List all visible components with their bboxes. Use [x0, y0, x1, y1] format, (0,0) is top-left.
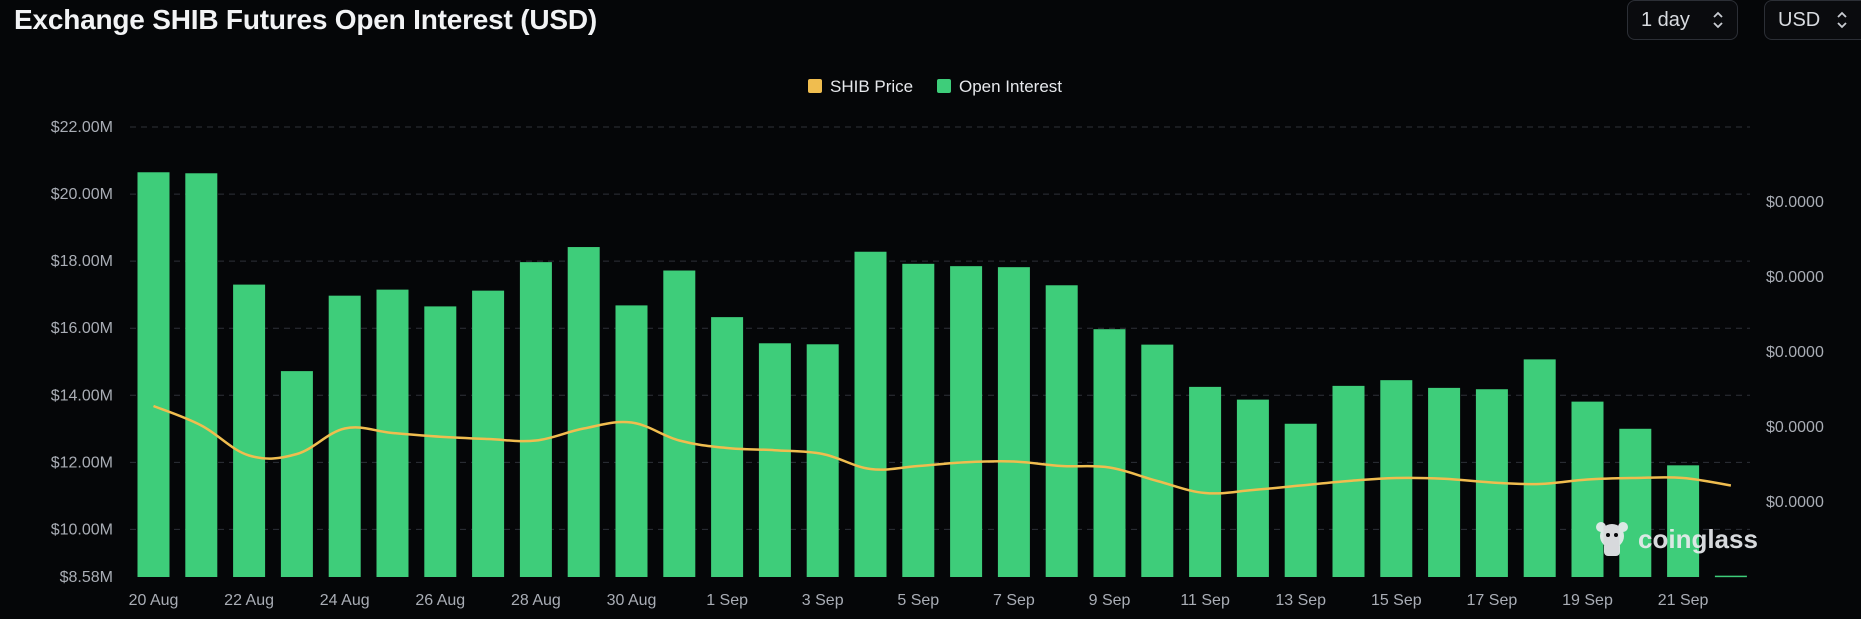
y-right-tick-label: $0.0000: [1766, 344, 1824, 361]
legend-item-shib-price[interactable]: SHIB Price: [808, 77, 913, 96]
open-interest-bar[interactable]: [1141, 344, 1174, 577]
updown-chevron-icon: [1713, 11, 1723, 29]
open-interest-bar[interactable]: [1045, 285, 1078, 577]
x-tick-label: 5 Sep: [897, 592, 939, 609]
open-interest-bar[interactable]: [1571, 401, 1604, 577]
open-interest-bar[interactable]: [854, 251, 887, 577]
interval-select[interactable]: 1 day: [1627, 0, 1738, 40]
y-left-tick-label: $22.00M: [51, 119, 113, 136]
open-interest-bar[interactable]: [1189, 386, 1222, 577]
x-tick-label: 11 Sep: [1180, 592, 1230, 609]
x-tick-label: 22 Aug: [224, 592, 274, 609]
open-interest-bar[interactable]: [950, 266, 983, 577]
open-interest-bar[interactable]: [1523, 359, 1556, 577]
open-interest-bar[interactable]: [997, 267, 1030, 577]
x-tick-label: 1 Sep: [706, 592, 748, 609]
coinglass-watermark: coinglass: [1596, 522, 1758, 556]
open-interest-bar[interactable]: [1619, 428, 1652, 577]
interval-select-value: 1 day: [1641, 8, 1690, 31]
x-tick-label: 9 Sep: [1089, 592, 1131, 609]
open-interest-bar[interactable]: [185, 173, 218, 577]
x-tick-label: 15 Sep: [1371, 592, 1422, 609]
chart-legend: SHIB Price Open Interest: [808, 77, 1062, 96]
open-interest-bar[interactable]: [424, 306, 457, 577]
x-tick-label: 3 Sep: [802, 592, 844, 609]
x-tick-label: 13 Sep: [1275, 592, 1326, 609]
x-tick-label: 20 Aug: [129, 592, 179, 609]
watermark-text: coinglass: [1638, 524, 1758, 554]
y-right-tick-label: $0.0000: [1766, 494, 1824, 511]
open-interest-bar[interactable]: [615, 305, 648, 577]
x-tick-label: 7 Sep: [993, 592, 1035, 609]
x-tick-label: 28 Aug: [511, 592, 561, 609]
open-interest-bar[interactable]: [1667, 465, 1700, 577]
page-title: Exchange SHIB Futures Open Interest (USD…: [14, 4, 598, 35]
coinglass-logo-icon: [1596, 522, 1628, 556]
currency-select[interactable]: USD: [1764, 0, 1861, 40]
open-interest-bar[interactable]: [280, 371, 313, 577]
y-left-tick-label: $20.00M: [51, 186, 113, 203]
y-axis-left: $8.58M $10.00M $12.00M $14.00M $16.00M $18.00…: [51, 119, 113, 586]
open-interest-bar[interactable]: [137, 172, 170, 577]
legend-swatch-shib-price: [808, 79, 822, 93]
open-interest-bar[interactable]: [806, 344, 839, 577]
shib-price-line[interactable]: [153, 404, 1732, 495]
y-right-tick-label: $0.0000: [1766, 269, 1824, 286]
open-interest-bar[interactable]: [519, 262, 552, 577]
y-right-tick-label: $0.0000: [1766, 194, 1824, 211]
legend-label-open-interest: Open Interest: [959, 77, 1062, 96]
shib-price-series: [153, 404, 1732, 495]
x-tick-label: 24 Aug: [320, 592, 370, 609]
open-interest-bar[interactable]: [472, 290, 505, 577]
open-interest-bars: [137, 172, 1747, 578]
x-tick-label: 17 Sep: [1467, 592, 1518, 609]
open-interest-bar[interactable]: [567, 247, 600, 577]
open-interest-bar[interactable]: [663, 270, 696, 577]
open-interest-bar[interactable]: [758, 343, 791, 577]
legend-swatch-open-interest: [937, 79, 951, 93]
open-interest-bar[interactable]: [1714, 575, 1747, 578]
y-axis-right: $0.0000 $0.0000 $0.0000 $0.0000 $0.0000: [1766, 194, 1824, 511]
y-left-tick-label: $16.00M: [51, 320, 113, 337]
x-tick-label: 30 Aug: [607, 592, 657, 609]
currency-select-value: USD: [1778, 8, 1821, 31]
y-left-tick-label: $14.00M: [51, 387, 113, 404]
open-interest-bar[interactable]: [902, 263, 935, 577]
open-interest-bar[interactable]: [328, 295, 361, 577]
open-interest-bar[interactable]: [1284, 423, 1317, 577]
updown-chevron-icon: [1837, 11, 1847, 29]
open-interest-bar[interactable]: [1093, 329, 1126, 577]
open-interest-bar[interactable]: [1428, 387, 1461, 577]
y-right-tick-label: $0.0000: [1766, 419, 1824, 436]
x-tick-label: 19 Sep: [1562, 592, 1613, 609]
open-interest-bar[interactable]: [233, 284, 266, 577]
y-left-tick-label: $8.58M: [60, 569, 113, 586]
y-left-tick-label: $10.00M: [51, 521, 113, 538]
y-left-tick-label: $12.00M: [51, 454, 113, 471]
legend-item-open-interest[interactable]: Open Interest: [937, 77, 1062, 96]
x-axis: 20 Aug 22 Aug 24 Aug 26 Aug 28 Aug 30 Aug 1 Se…: [129, 592, 1709, 609]
legend-label-shib-price: SHIB Price: [830, 77, 913, 96]
y-left-tick-label: $18.00M: [51, 253, 113, 270]
x-tick-label: 26 Aug: [415, 592, 465, 609]
x-tick-label: 21 Sep: [1658, 592, 1709, 609]
